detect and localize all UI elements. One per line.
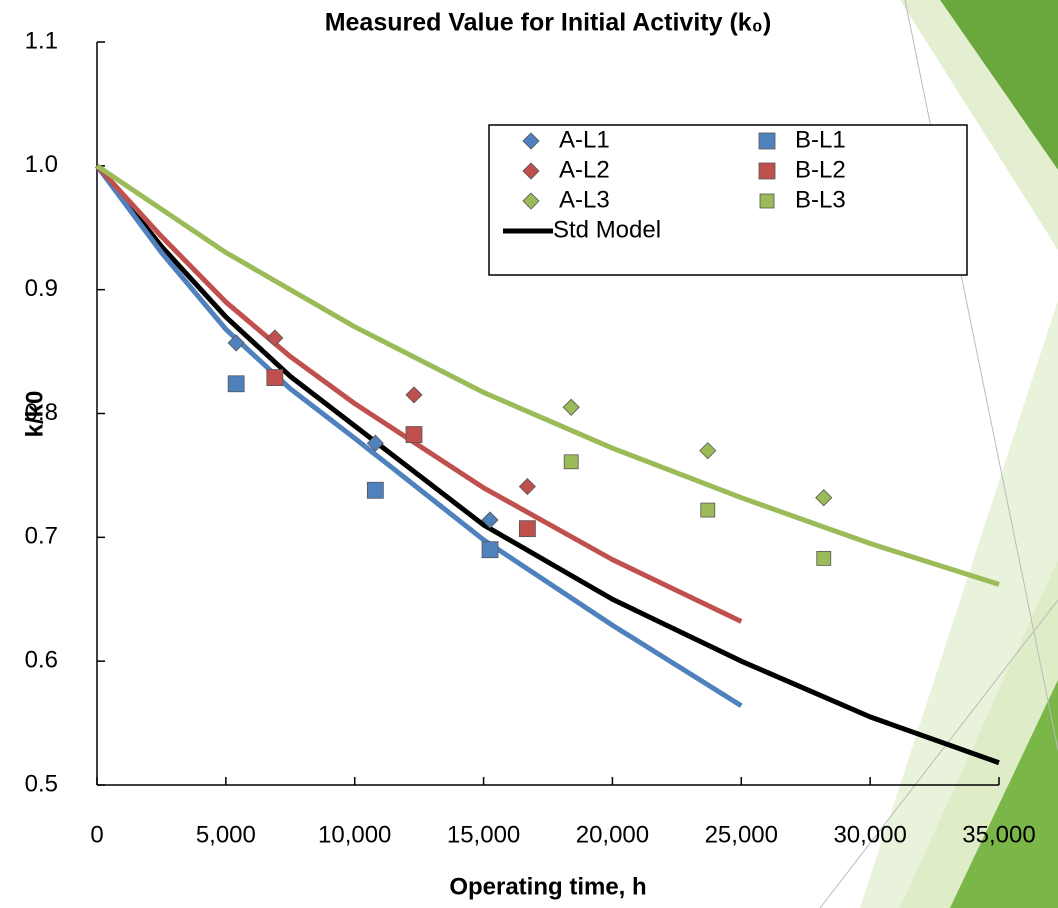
y-axis-label: k/k0	[21, 391, 48, 438]
data-point	[700, 502, 716, 518]
line-series	[94, 164, 743, 708]
x-tick-label: 25,000	[705, 821, 778, 848]
legend-label: A-L1	[559, 126, 610, 153]
y-tick-label: 0.6	[25, 647, 58, 674]
data-point	[563, 454, 579, 470]
data-point	[481, 541, 499, 559]
data-point	[405, 386, 423, 404]
legend-marker	[758, 162, 776, 180]
x-tick-label: 5,000	[196, 821, 256, 848]
x-axis-label: Operating time, h	[449, 873, 646, 900]
background-decoration	[819, 0, 1058, 908]
legend-marker	[522, 132, 540, 150]
x-tick-label: 20,000	[576, 821, 649, 848]
legend-label: Std Model	[553, 216, 661, 243]
x-tick-label: 10,000	[318, 821, 391, 848]
deco-line	[819, 599, 1058, 908]
legend-label: B-L3	[795, 186, 846, 213]
data-point	[518, 520, 536, 538]
legend-label: B-L2	[795, 156, 846, 183]
deco-shape	[950, 680, 1058, 908]
data-point	[366, 481, 384, 499]
data-point	[405, 426, 423, 443]
legend-marker	[759, 193, 775, 209]
legend-label: B-L1	[795, 126, 846, 153]
data-point	[816, 550, 832, 566]
data-point	[266, 329, 284, 347]
data-point	[227, 375, 245, 393]
y-tick-label: 0.8	[25, 399, 58, 426]
data-point	[699, 442, 717, 460]
data-point	[266, 369, 284, 386]
y-tick-label: 1.0	[25, 151, 58, 178]
chart-title: Measured Value for Initial Activity (k₀)	[325, 9, 772, 37]
data-point	[815, 489, 833, 507]
y-tick-label: 0.9	[25, 275, 58, 302]
legend-box	[488, 124, 968, 276]
x-tick-label: 35,000	[962, 821, 1035, 848]
line-series	[95, 164, 743, 624]
y-tick-label: 0.7	[25, 523, 58, 550]
legend-marker	[522, 192, 540, 210]
line-series	[95, 164, 1000, 766]
x-tick-label: 15,000	[447, 821, 520, 848]
y-tick-label: 1.1	[25, 27, 58, 54]
data-point	[366, 434, 384, 452]
legend-label: A-L2	[559, 156, 610, 183]
data-point	[518, 477, 536, 496]
deco-shape	[860, 300, 1058, 908]
data-point	[562, 398, 580, 416]
x-tick-label: 30,000	[833, 821, 906, 848]
data-point	[481, 511, 499, 529]
y-tick-label: 0.5	[25, 770, 58, 797]
legend-marker	[758, 132, 776, 150]
data-point	[227, 334, 245, 352]
legend: A-L1 B-L1 A-L2 B-L2 A-L3 B-L3 Std Model	[488, 124, 968, 276]
legend-marker	[522, 162, 540, 180]
line-series	[95, 163, 1000, 587]
x-tick-label: 0	[90, 821, 103, 848]
legend-label: A-L3	[559, 186, 610, 213]
deco-shape	[900, 0, 1058, 250]
